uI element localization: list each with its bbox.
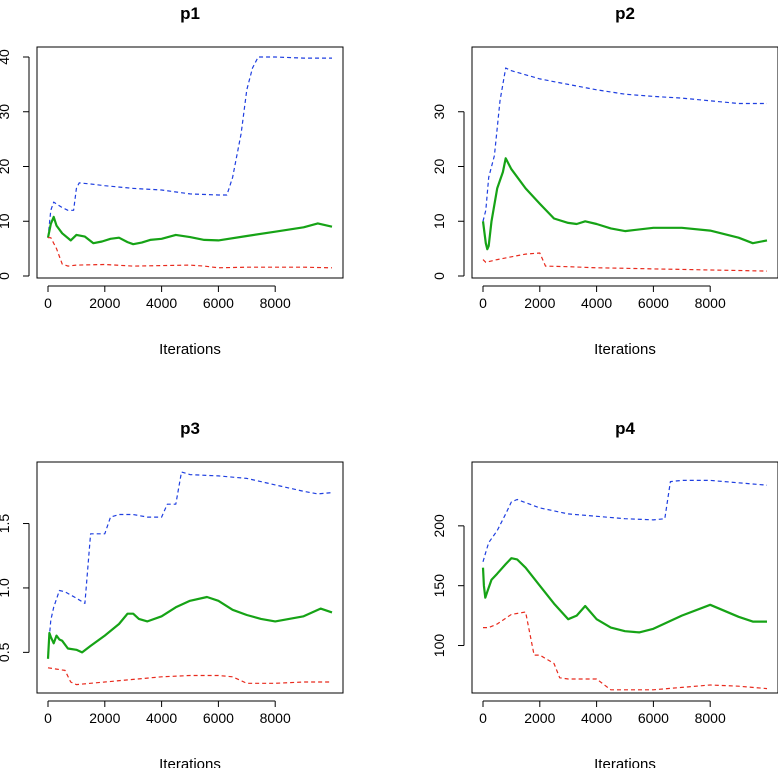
- y-tick-label: 10: [431, 213, 447, 229]
- x-tick-label: 6000: [638, 295, 669, 311]
- series-line-mean: [46, 595, 333, 659]
- series-line-mean: [481, 557, 767, 634]
- series-line-mean: [481, 157, 768, 251]
- x-tick-label: 4000: [581, 710, 612, 726]
- plot-frame: [471, 46, 778, 279]
- x-tick-label: 6000: [203, 710, 234, 726]
- y-tick-label: 1.0: [0, 578, 12, 598]
- series-line-upper: [482, 479, 768, 562]
- chart-title: p3: [180, 419, 200, 438]
- y-tick-label: 1.5: [0, 514, 12, 534]
- y-tick-label: 100: [431, 634, 447, 658]
- x-axis-label: Iterations: [594, 341, 656, 358]
- y-tick-label: 20: [431, 159, 447, 175]
- x-tick-label: 0: [479, 295, 487, 311]
- x-tick-label: 8000: [695, 295, 726, 311]
- series-line-lower: [483, 611, 768, 691]
- series-line-upper: [482, 67, 767, 222]
- plot-panel-p3: p3 0 2000 4000 6000 8000 Iterations 0.5 1.0 1.5: [0, 419, 344, 768]
- x-tick-label: 8000: [260, 710, 291, 726]
- y-tick-label: 150: [431, 574, 447, 598]
- x-tick-label: 0: [44, 710, 52, 726]
- x-axis-label: Iterations: [159, 756, 221, 768]
- plot-panel-p4: p4 0 2000 4000 6000 8000 Iterations 100 150 200: [431, 419, 778, 768]
- plot-panel-p1: p1 0 2000 4000 6000 8000 Iterations 0 10 20 30 40: [0, 4, 344, 358]
- plot-panel-p2: p2 0 2000 4000 6000 8000 Iterations 0 10 20 30: [431, 4, 778, 358]
- series-line-mean: [46, 215, 333, 246]
- y-tick-label: 0.5: [0, 642, 12, 662]
- plot-frame: [36, 46, 344, 279]
- x-tick-label: 2000: [89, 295, 120, 311]
- x-tick-label: 0: [44, 295, 52, 311]
- x-tick-label: 2000: [524, 710, 555, 726]
- x-axis-label: Iterations: [594, 756, 656, 768]
- plot-frame: [36, 461, 344, 694]
- series-line-upper: [47, 471, 333, 653]
- series-line-lower: [48, 237, 333, 269]
- x-tick-label: 8000: [260, 295, 291, 311]
- series-line-lower: [482, 252, 768, 272]
- x-tick-label: 6000: [638, 710, 669, 726]
- x-tick-label: 4000: [146, 295, 177, 311]
- x-tick-label: 2000: [524, 295, 555, 311]
- y-tick-label: 0: [0, 272, 12, 280]
- chart-title: p2: [615, 4, 635, 23]
- plot-frame: [471, 461, 778, 694]
- x-axis-label: Iterations: [159, 341, 221, 358]
- x-tick-label: 0: [479, 710, 487, 726]
- y-tick-label: 0: [431, 272, 447, 280]
- y-tick-label: 200: [431, 514, 447, 538]
- x-tick-label: 4000: [146, 710, 177, 726]
- x-tick-label: 6000: [203, 295, 234, 311]
- y-tick-label: 10: [0, 213, 12, 229]
- y-tick-label: 30: [431, 104, 447, 120]
- y-tick-label: 30: [0, 104, 12, 120]
- x-tick-label: 2000: [89, 710, 120, 726]
- x-tick-label: 4000: [581, 295, 612, 311]
- series-line-lower: [47, 667, 332, 686]
- y-tick-label: 20: [0, 159, 12, 175]
- x-tick-label: 8000: [695, 710, 726, 726]
- chart-title: p4: [615, 419, 635, 438]
- chart-title: p1: [180, 4, 200, 23]
- y-tick-label: 40: [0, 49, 12, 65]
- series-line-upper: [47, 56, 332, 238]
